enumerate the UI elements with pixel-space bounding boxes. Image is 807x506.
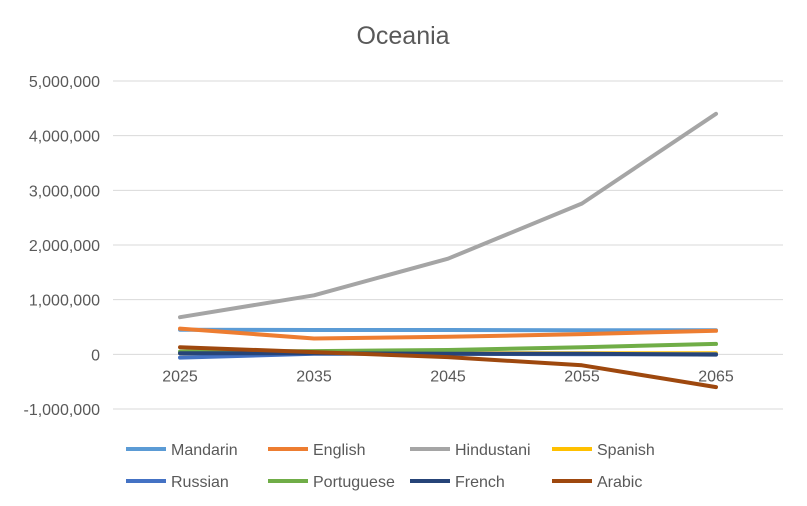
- series-lines: [178, 111, 718, 390]
- legend-label: Mandarin: [171, 442, 238, 459]
- series-line-english: [178, 326, 718, 341]
- x-tick-label: 2025: [162, 368, 198, 385]
- series-line-hindustani: [178, 111, 718, 320]
- y-tick-label: 0: [91, 347, 100, 364]
- y-tick-label: 5,000,000: [29, 74, 100, 91]
- x-axis-tick-labels: 2025 2035 2045 2055 2065: [162, 368, 734, 385]
- legend-label: English: [313, 442, 365, 459]
- legend-label: Hindustani: [455, 442, 531, 459]
- y-tick-label: 2,000,000: [29, 238, 100, 255]
- x-tick-label: 2065: [698, 368, 734, 385]
- y-tick-label: -1,000,000: [23, 402, 100, 419]
- gridlines: [113, 80, 783, 410]
- chart-title: Oceania: [356, 22, 449, 50]
- series-line-arabic: [178, 345, 718, 390]
- legend-label: Russian: [171, 474, 229, 491]
- legend: Mandarin English Hindustani Spanish Russian P…: [126, 442, 655, 491]
- y-axis-tick-labels: -1,000,000 0 1,000,000 2,000,000 3,000,000 4,…: [23, 74, 100, 419]
- legend-label: Arabic: [597, 474, 642, 491]
- legend-label: Portuguese: [313, 474, 395, 491]
- legend-label: French: [455, 474, 505, 491]
- x-tick-label: 2045: [430, 368, 466, 385]
- y-tick-label: 1,000,000: [29, 293, 100, 310]
- x-tick-label: 2055: [564, 368, 600, 385]
- y-tick-label: 3,000,000: [29, 183, 100, 200]
- series-line-french: [178, 351, 718, 357]
- series-line-mandarin: [178, 327, 718, 333]
- y-tick-label: 4,000,000: [29, 129, 100, 146]
- legend-label: Spanish: [597, 442, 655, 459]
- x-tick-label: 2035: [296, 368, 332, 385]
